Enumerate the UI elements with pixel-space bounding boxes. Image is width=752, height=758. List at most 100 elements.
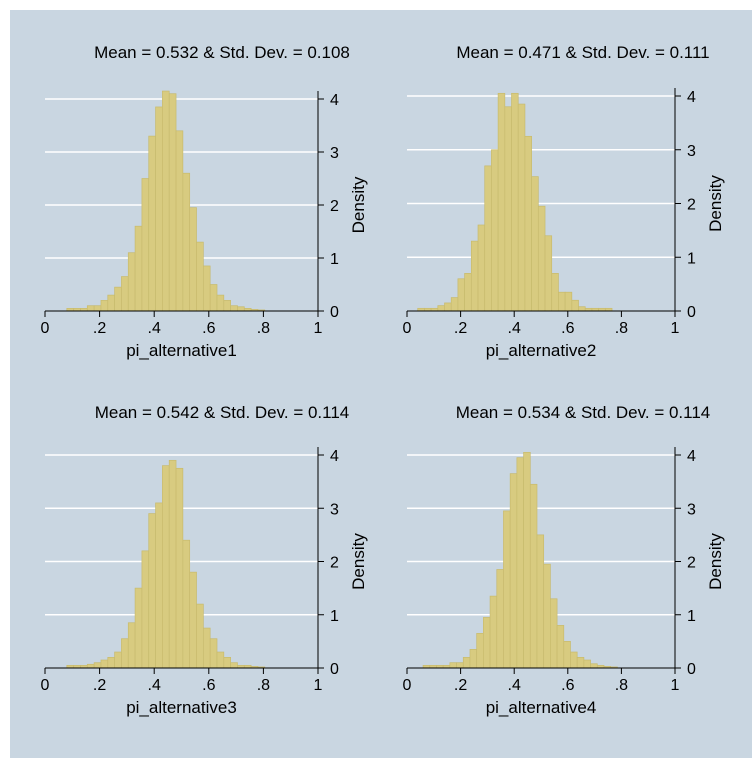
x-tick-label: .6 [202, 320, 215, 337]
histogram-bar [583, 659, 591, 669]
histogram-bar [550, 598, 558, 669]
y-tick-label: 0 [687, 661, 696, 678]
histogram-bar [114, 286, 122, 312]
histogram-bar [470, 240, 479, 312]
y-axis-label: Density [349, 533, 368, 590]
histogram-bar [537, 205, 546, 312]
histogram-bar [86, 663, 95, 669]
histogram-bar [121, 276, 129, 312]
histogram-bar [93, 662, 102, 669]
histogram-bar [209, 638, 218, 669]
histogram-bar [175, 467, 184, 669]
y-tick-label: 1 [687, 608, 696, 625]
histogram-bar [563, 641, 571, 669]
histogram-bar [202, 627, 211, 669]
panel-title: Mean = 0.534 & Std. Dev. = 0.114 [456, 403, 711, 422]
x-tick-label: 1 [314, 677, 323, 694]
x-tick-label: .8 [615, 320, 628, 337]
y-tick-label: 0 [330, 661, 339, 678]
y-tick-label: 1 [330, 608, 339, 625]
x-axis-label: pi_alternative3 [126, 698, 237, 717]
histogram-bar [449, 662, 457, 669]
histogram-bar [523, 451, 531, 669]
x-tick-label: .8 [257, 320, 270, 337]
histogram-bar [450, 297, 459, 312]
histogram-bar [141, 178, 150, 312]
x-tick-label: .2 [93, 320, 106, 337]
histogram-bar [168, 459, 177, 669]
x-axis-label: pi_alternative2 [486, 341, 597, 360]
histogram-panel-3: Mean = 0.542 & Std. Dev. = 0.114 0 .2 .4 .6.… [41, 403, 368, 717]
y-tick-label: 3 [687, 143, 696, 160]
y-axis-label: Density [706, 533, 725, 590]
x-tick-label: .4 [148, 320, 161, 337]
panel-title: Mean = 0.542 & Std. Dev. = 0.114 [95, 403, 350, 422]
x-tick-label: .4 [148, 677, 161, 694]
histogram-bar [564, 291, 573, 312]
x-tick-label: .2 [454, 320, 467, 337]
histogram-bar [182, 539, 191, 669]
x-tick-label: 0 [403, 320, 412, 337]
histogram-bar [462, 656, 471, 669]
histogram-bar [497, 92, 506, 312]
histogram-panel-4: Mean = 0.534 & Std. Dev. = 0.114 0 .2 .4 .6.… [403, 403, 725, 717]
y-tick-label: 1 [687, 250, 696, 267]
y-tick-label: 4 [330, 92, 339, 109]
histogram-bar [189, 571, 197, 669]
histogram-bar [107, 294, 115, 312]
histogram-bar [141, 550, 150, 669]
histogram-bar [196, 603, 204, 669]
histogram-bar [590, 663, 598, 669]
histogram-bar [556, 625, 565, 669]
histogram-bar [543, 563, 551, 669]
histogram-panel-1: Mean = 0.532 & Std. Dev. = 0.108 0 .2 .4 .6.… [41, 43, 368, 360]
panel-title: Mean = 0.532 & Std. Dev. = 0.108 [94, 43, 350, 62]
histogram-bar [155, 106, 163, 312]
x-tick-label: 1 [671, 320, 680, 337]
histogram-bar [168, 93, 177, 312]
histogram-bar [107, 656, 115, 669]
histogram-bar [230, 305, 238, 312]
x-axis-label: pi_alternative1 [126, 341, 237, 360]
histogram-bar [571, 299, 579, 312]
histogram-bar [484, 165, 492, 312]
histogram-bar [464, 273, 472, 312]
y-tick-label: 0 [330, 304, 339, 321]
x-tick-label: .4 [508, 677, 521, 694]
histogram-bar [491, 149, 499, 312]
histogram-bar [511, 92, 519, 312]
histogram-bar [196, 241, 204, 312]
histogram-bar [509, 473, 518, 669]
histogram-bar [531, 176, 539, 312]
x-tick-label: .6 [561, 677, 574, 694]
histogram-bar [524, 135, 532, 312]
histogram-bar [536, 534, 545, 669]
histogram-bar [155, 502, 163, 669]
panel-title: Mean = 0.471 & Std. Dev. = 0.111 [456, 43, 709, 62]
x-tick-label: .6 [202, 677, 215, 694]
histogram-bar [162, 90, 170, 312]
histogram-bar [529, 483, 538, 669]
histogram-bar [148, 513, 156, 669]
y-tick-label: 4 [687, 448, 696, 465]
histogram-bar [127, 252, 136, 312]
histogram-bar [134, 587, 143, 669]
histogram-bar [100, 300, 109, 312]
y-tick-label: 0 [687, 304, 696, 321]
histogram-bar [456, 662, 464, 669]
y-tick-label: 2 [687, 555, 696, 572]
x-axis-label: pi_alternative4 [486, 698, 597, 717]
y-tick-label: 4 [330, 448, 339, 465]
y-tick-label: 3 [687, 501, 696, 518]
y-axis-label: Density [349, 176, 368, 233]
histogram-bar [437, 305, 445, 312]
y-tick-label: 2 [330, 555, 339, 572]
histogram-bar [182, 172, 191, 312]
histogram-bar [148, 135, 156, 312]
x-tick-label: 0 [41, 320, 50, 337]
x-tick-label: 1 [314, 320, 323, 337]
histogram-bar [216, 294, 225, 312]
y-tick-label: 3 [330, 145, 339, 162]
histogram-bar [477, 224, 486, 312]
